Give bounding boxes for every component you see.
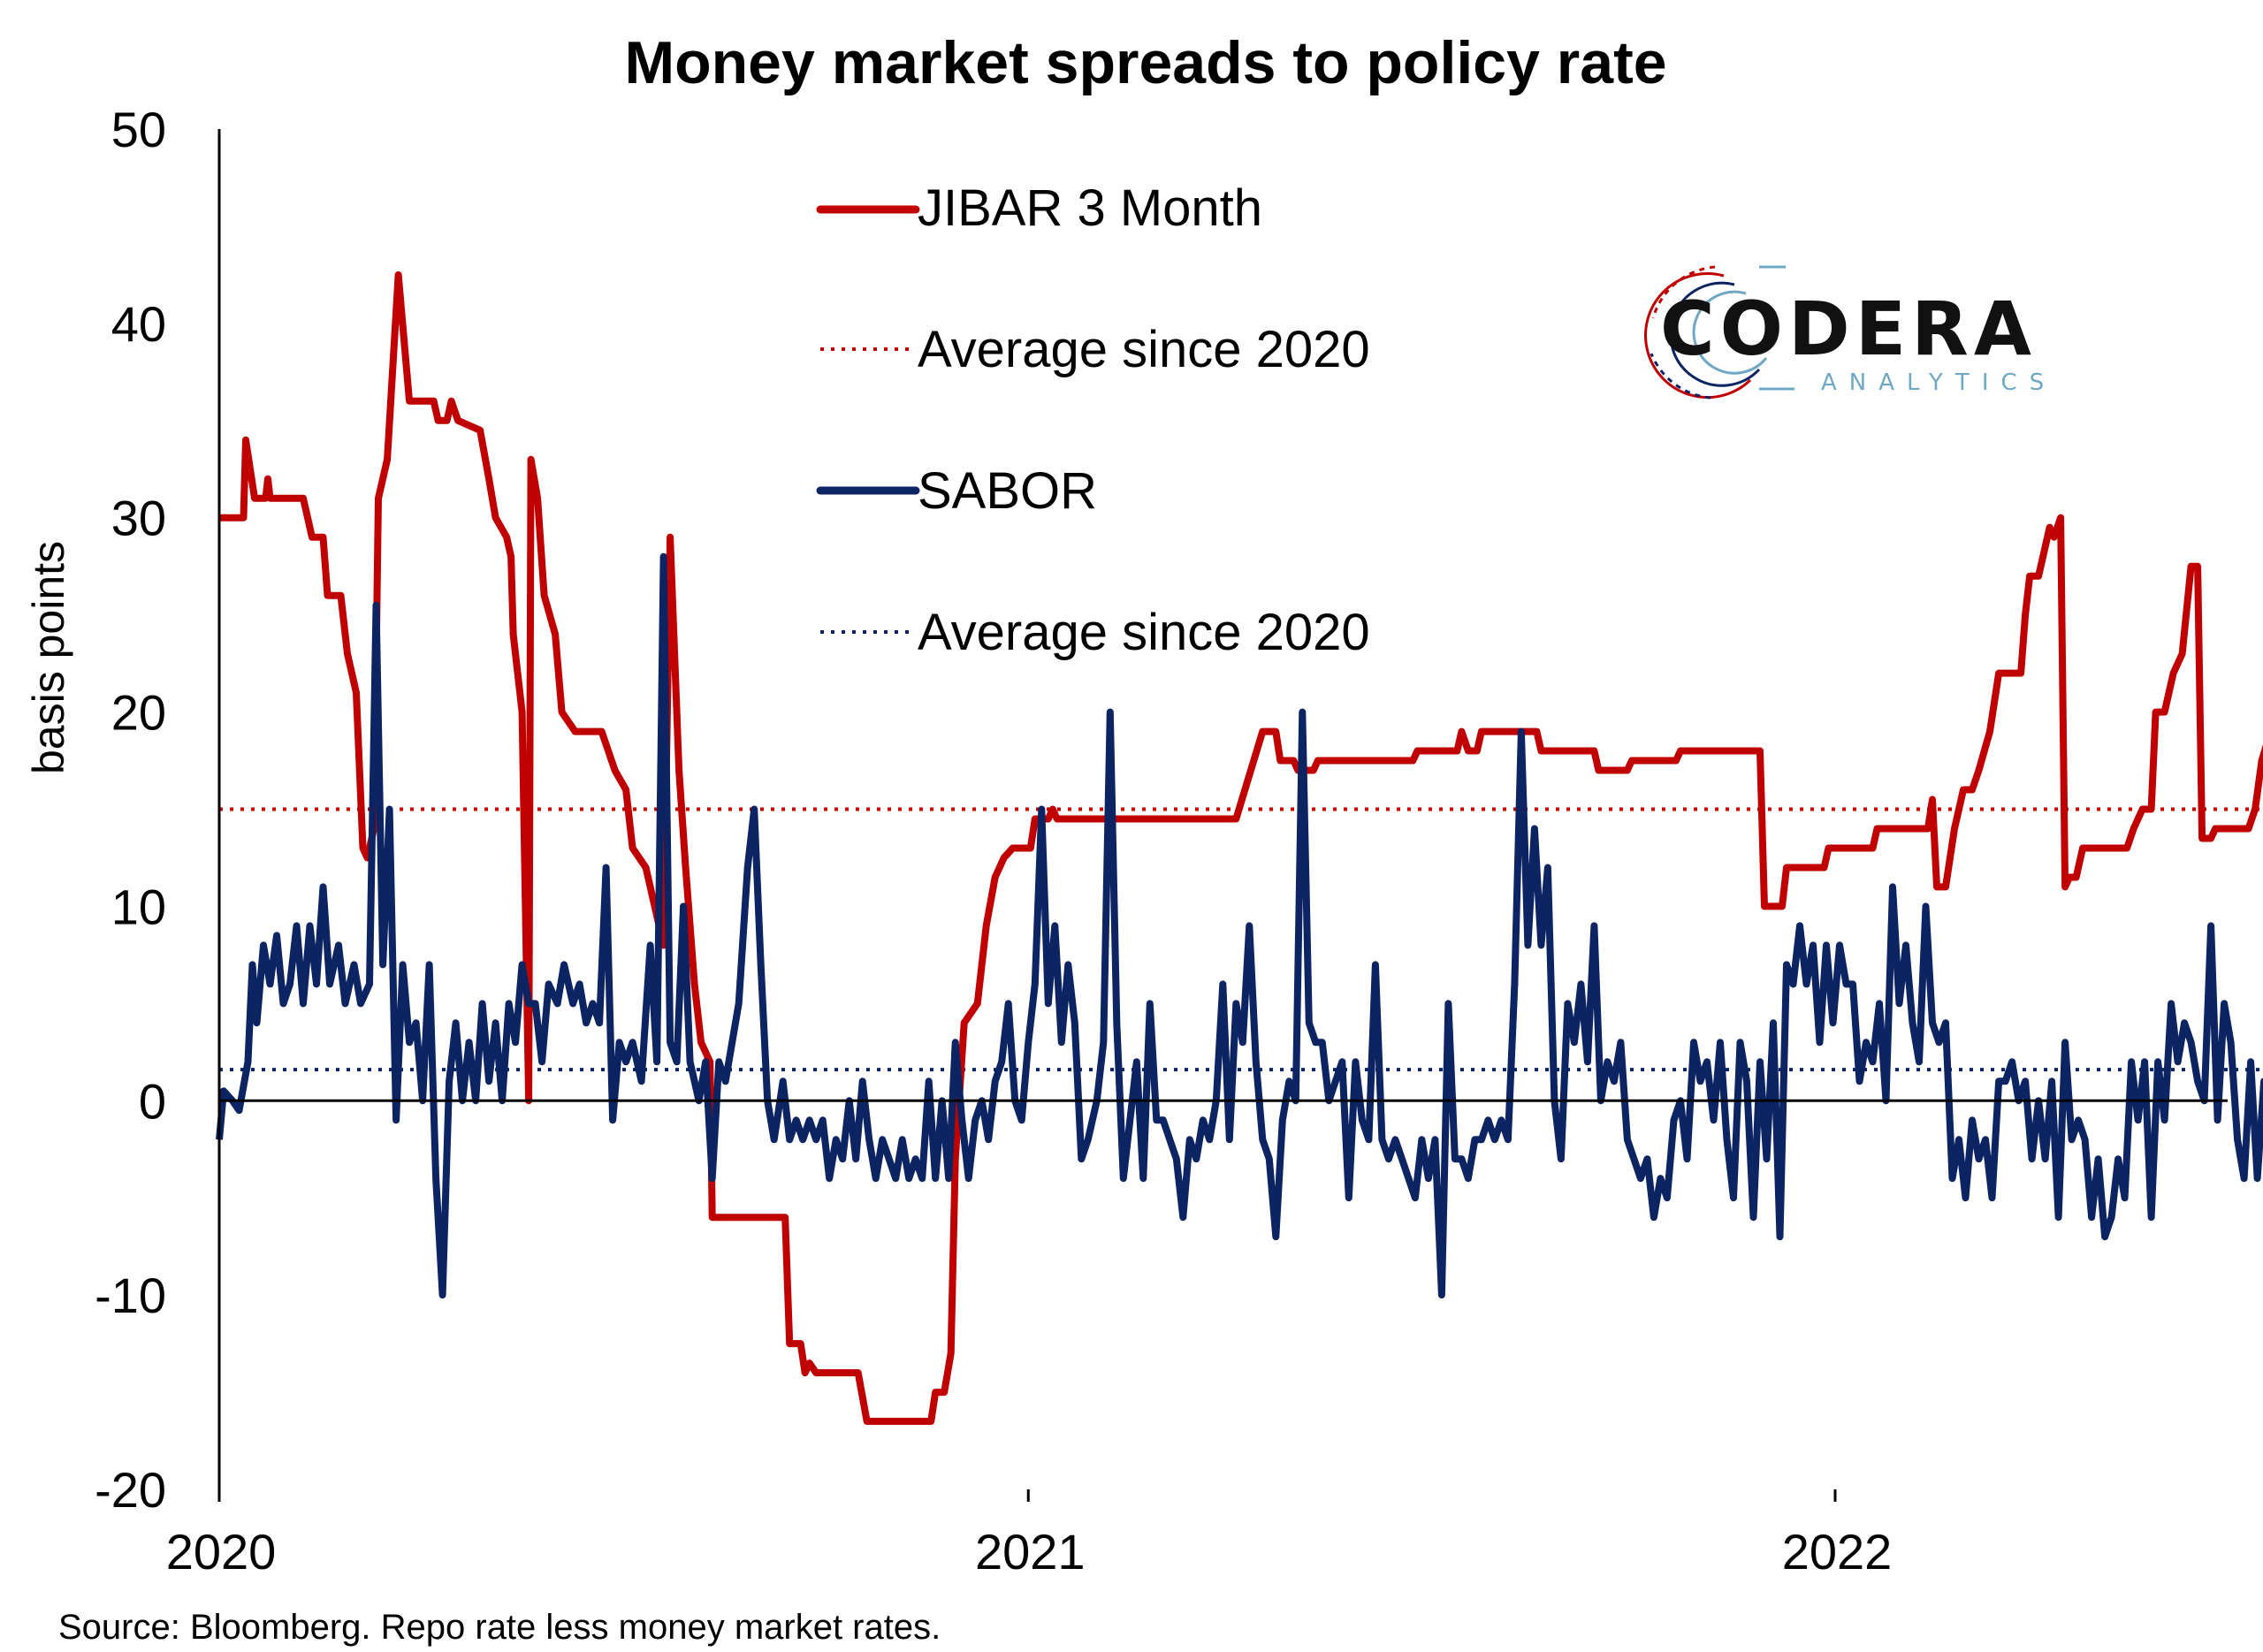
y-tick-label: 40 [111,296,166,352]
logo-main-text: CODERA [1660,285,2037,372]
y-tick-label: 30 [111,491,166,546]
y-tick-label: -20 [95,1462,166,1518]
chart-title: Money market spreads to policy rate [624,29,1666,96]
y-axis-ticks: -20 -10 0 10 20 30 40 50 [95,102,166,1518]
y-tick-label: -10 [95,1268,166,1323]
x-axis-ticks: 2020 2021 2022 [166,1489,1893,1580]
legend-label-sabor-average: Average since 2020 [918,604,1370,661]
series-line-jibar [219,270,2263,1425]
source-note: Source: Bloomberg. Repo rate less money … [58,1608,941,1647]
codera-logo: CODERA ANALYTICS [1644,265,2056,400]
axes [217,129,2228,1489]
y-tick-label: 0 [139,1073,166,1129]
x-tick-label: 2022 [1782,1524,1893,1580]
legend: JIBAR 3 Month Average since 2020 SABOR A… [816,179,1370,661]
legend-label-jibar: JIBAR 3 Month [918,179,1262,237]
logo-sub-text: ANALYTICS [1821,369,2056,396]
y-tick-label: 10 [111,879,166,934]
x-tick-label: 2020 [166,1524,277,1580]
series-layer [216,270,2263,1425]
legend-label-jibar-average: Average since 2020 [918,321,1370,378]
x-tick-label: 2021 [975,1524,1086,1580]
y-tick-label: 50 [111,102,166,157]
legend-label-sabor: SABOR [918,462,1097,520]
y-tick-label: 20 [111,685,166,741]
y-axis-label: basis points [24,541,73,774]
circuit-ring-logo-icon [1644,265,1794,400]
